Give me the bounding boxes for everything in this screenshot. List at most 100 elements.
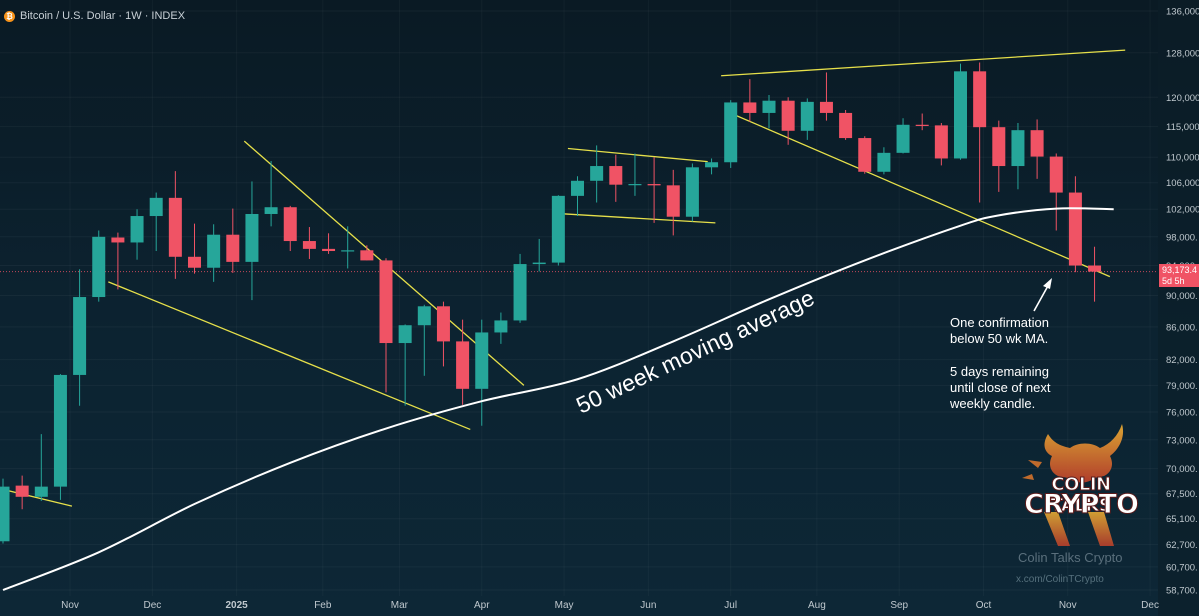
candle bbox=[1049, 153, 1063, 231]
y-tick-label: 73,000. bbox=[1166, 435, 1198, 446]
candle bbox=[609, 154, 623, 202]
candle bbox=[992, 120, 1006, 192]
candle bbox=[398, 324, 412, 406]
candle-body bbox=[896, 124, 910, 153]
x-tick-label: Mar bbox=[391, 600, 409, 611]
candle-body bbox=[743, 102, 757, 113]
note-confirmation: One confirmation below 50 wk MA. bbox=[950, 315, 1049, 346]
candle-body bbox=[685, 167, 699, 217]
watermark-name: Colin Talks Crypto bbox=[1018, 550, 1123, 565]
candle bbox=[724, 100, 738, 168]
candle bbox=[973, 62, 987, 203]
candle-body bbox=[628, 184, 642, 186]
trendline bbox=[108, 281, 471, 431]
candle-body bbox=[15, 485, 29, 497]
x-tick-label: Feb bbox=[314, 600, 332, 611]
x-tick-label: Apr bbox=[474, 600, 490, 611]
y-tick-label: 86,000. bbox=[1166, 322, 1198, 333]
x-tick-label: 2025 bbox=[226, 600, 249, 611]
candle bbox=[456, 319, 470, 405]
candle-body bbox=[398, 325, 412, 344]
y-tick-label: 76,000. bbox=[1166, 408, 1198, 419]
candle-body bbox=[475, 332, 489, 389]
arrow-head bbox=[1043, 278, 1052, 289]
candle bbox=[264, 160, 278, 227]
candle bbox=[647, 157, 661, 223]
candle-body bbox=[781, 100, 795, 131]
candle-body bbox=[532, 262, 546, 265]
candle-body bbox=[53, 374, 67, 487]
x-axis: Nov Dec 2025 Feb Mar Apr May Jun Jul Aug Sep Oct Nov… bbox=[61, 600, 1159, 611]
candle bbox=[685, 163, 699, 222]
candle bbox=[954, 63, 967, 160]
y-tick-label: 120,000 bbox=[1166, 93, 1199, 104]
candle bbox=[1030, 119, 1044, 179]
candle bbox=[168, 171, 182, 279]
x-tick-label: Sep bbox=[890, 600, 908, 611]
candle bbox=[360, 245, 374, 261]
last-price-value: 93,173.4 bbox=[1162, 265, 1198, 275]
candle bbox=[111, 232, 125, 290]
candle-body bbox=[494, 320, 508, 333]
x-tick-label: May bbox=[555, 600, 574, 611]
candle-body bbox=[436, 306, 450, 342]
candle bbox=[322, 233, 336, 254]
note-remaining: 5 days remaining until close of next wee… bbox=[950, 364, 1051, 411]
candle bbox=[781, 97, 795, 145]
candle-body bbox=[858, 138, 872, 172]
candle bbox=[130, 209, 144, 260]
y-tick-label: 62,700. bbox=[1166, 540, 1198, 551]
candle-body bbox=[915, 124, 929, 126]
candle-body bbox=[283, 207, 297, 242]
chart-header: ₿ Bitcoin / U.S. Dollar · 1W · INDEX bbox=[4, 9, 185, 23]
x-tick-label: Nov bbox=[61, 600, 79, 611]
candle-body bbox=[341, 250, 355, 252]
arrow-line bbox=[1033, 283, 1050, 312]
y-tick-label: 65,100. bbox=[1166, 514, 1198, 525]
candle bbox=[839, 110, 853, 140]
bull-logo-icon bbox=[1022, 424, 1124, 546]
candle-body bbox=[973, 71, 987, 128]
candle bbox=[379, 258, 393, 393]
candle-body bbox=[762, 100, 776, 113]
candle-body bbox=[149, 197, 163, 217]
candle bbox=[877, 147, 891, 175]
candle bbox=[188, 223, 201, 274]
y-tick-label: 128,000 bbox=[1166, 48, 1199, 59]
chart-title: Bitcoin / U.S. Dollar · 1W · INDEX bbox=[20, 10, 186, 22]
y-tick-label: 90,000. bbox=[1166, 291, 1198, 302]
candle bbox=[34, 434, 48, 501]
candle bbox=[73, 269, 87, 406]
grid bbox=[0, 10, 1158, 591]
candle-body bbox=[207, 234, 221, 268]
x-tick-label: Dec bbox=[143, 600, 161, 611]
candle-body bbox=[800, 101, 814, 131]
candle-body bbox=[245, 213, 259, 262]
candle-body bbox=[34, 486, 48, 497]
candle bbox=[475, 319, 489, 426]
candle-body bbox=[73, 297, 87, 375]
candle-body bbox=[168, 197, 182, 257]
x-tick-label: Aug bbox=[808, 600, 826, 611]
candle-body bbox=[379, 260, 393, 344]
ma-line bbox=[2, 207, 1114, 591]
candle bbox=[226, 208, 240, 273]
x-tick-label: Dec bbox=[1141, 600, 1159, 611]
x-tick-label: Jul bbox=[724, 600, 737, 611]
candle bbox=[436, 301, 450, 367]
candle bbox=[819, 72, 833, 121]
y-tick-label: 115,000 bbox=[1166, 122, 1199, 133]
candle bbox=[858, 136, 872, 174]
candle-body bbox=[590, 166, 604, 181]
candle-body bbox=[360, 250, 374, 261]
candles bbox=[0, 62, 1102, 544]
candle bbox=[513, 253, 527, 323]
y-axis-bg bbox=[1158, 0, 1199, 616]
candle-body bbox=[647, 184, 661, 186]
logo-line2: CRYPTO bbox=[1024, 489, 1140, 521]
candle-body bbox=[322, 248, 336, 252]
candle-body bbox=[934, 125, 948, 159]
candle bbox=[207, 224, 221, 282]
